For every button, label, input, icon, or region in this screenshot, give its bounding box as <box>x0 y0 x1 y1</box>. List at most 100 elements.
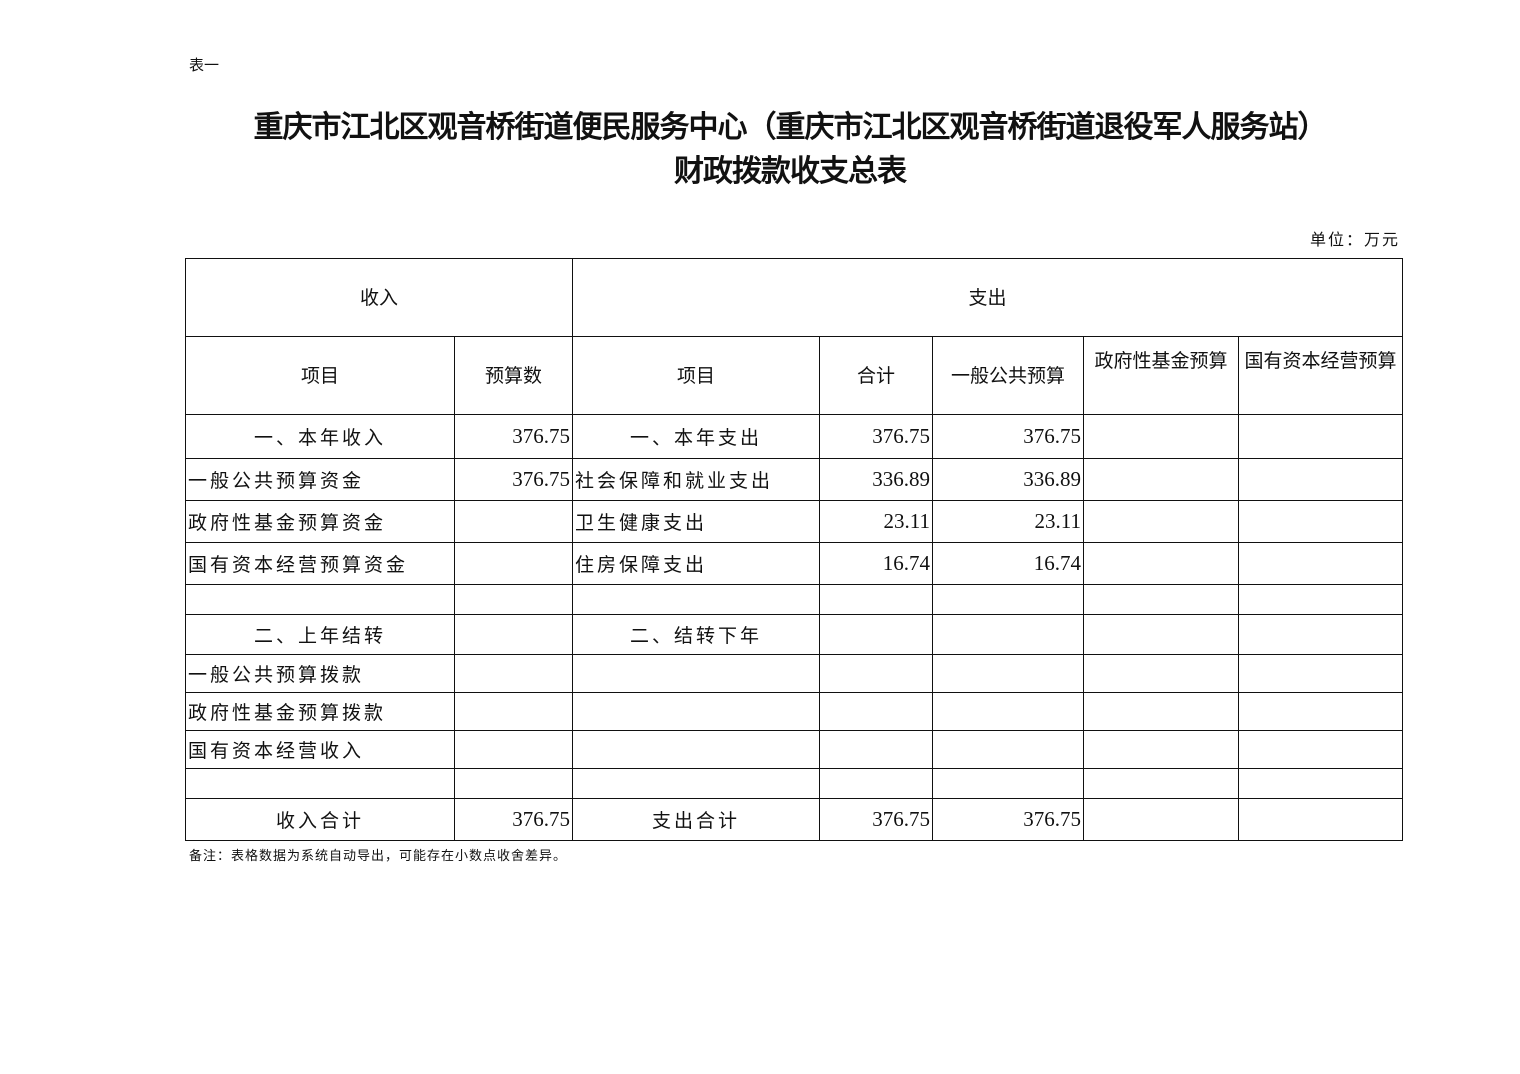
amount-cell: 376.75 <box>819 798 934 841</box>
item-cell: 国有资本经营收入 <box>185 730 455 769</box>
amount-cell <box>819 654 934 693</box>
item-cell <box>572 730 821 769</box>
item-cell: 一般公共预算资金 <box>185 458 455 501</box>
col-header: 合计 <box>819 336 934 415</box>
amount-cell <box>932 730 1085 769</box>
amount-cell: 23.11 <box>819 500 934 543</box>
item-cell: 一、本年收入 <box>185 414 455 459</box>
amount-cell: 376.75 <box>453 414 574 459</box>
expense-header: 支出 <box>572 258 1404 337</box>
table-label: 表一 <box>189 56 220 74</box>
amount-cell <box>1083 414 1240 459</box>
amount-cell <box>1083 654 1240 693</box>
section-header-row: 收入 支出 <box>184 258 1404 337</box>
amount-cell <box>453 542 574 585</box>
col-header: 项目 <box>572 336 821 415</box>
amount-cell <box>453 692 574 731</box>
amount-cell <box>1238 458 1404 501</box>
item-cell <box>185 584 455 615</box>
amount-cell <box>819 614 934 655</box>
amount-cell <box>1083 768 1240 799</box>
amount-cell <box>1083 458 1240 501</box>
amount-cell <box>1083 730 1240 769</box>
amount-cell <box>453 768 574 799</box>
item-cell: 一般公共预算拨款 <box>185 654 455 693</box>
item-cell: 二、结转下年 <box>572 614 821 655</box>
item-cell: 收入合计 <box>185 798 455 841</box>
amount-cell: 376.75 <box>453 458 574 501</box>
col-header: 国有资本经营预算 <box>1238 336 1404 415</box>
item-cell: 社会保障和就业支出 <box>572 458 821 501</box>
item-cell: 国有资本经营预算资金 <box>185 542 455 585</box>
amount-cell: 16.74 <box>932 542 1085 585</box>
amount-cell <box>1083 584 1240 615</box>
table-row: 国有资本经营预算资金 住房保障支出 16.74 16.74 <box>185 542 1404 585</box>
item-cell <box>572 584 821 615</box>
title-line-1: 重庆市江北区观音桥街道便民服务中心（重庆市江北区观音桥街道退役军人服务站） <box>253 110 1328 145</box>
amount-cell: 376.75 <box>453 798 574 841</box>
amount-cell <box>1083 614 1240 655</box>
amount-cell <box>932 768 1085 799</box>
table-row: 二、上年结转 二、结转下年 <box>185 614 1404 655</box>
item-cell: 一、本年支出 <box>572 414 821 459</box>
amount-cell <box>1083 798 1240 841</box>
item-cell <box>572 768 821 799</box>
item-cell: 支出合计 <box>572 798 821 841</box>
amount-cell <box>1238 798 1404 841</box>
amount-cell <box>453 654 574 693</box>
amount-cell <box>1238 414 1404 459</box>
amount-cell <box>453 614 574 655</box>
amount-cell <box>453 730 574 769</box>
amount-cell: 23.11 <box>932 500 1085 543</box>
table-row: 一、本年收入 376.75 一、本年支出 376.75 376.75 <box>185 414 1404 459</box>
title-line-2: 财政拨款收支总表 <box>674 154 907 189</box>
table-row: 一般公共预算拨款 <box>185 654 1404 693</box>
amount-cell <box>1238 584 1404 615</box>
amount-cell: 376.75 <box>932 798 1085 841</box>
amount-cell <box>819 730 934 769</box>
amount-cell <box>1238 768 1404 799</box>
unit-label: 单位：万元 <box>1309 230 1400 249</box>
table-row: 收入合计 376.75 支出合计 376.75 376.75 <box>185 798 1404 841</box>
item-cell: 政府性基金预算拨款 <box>185 692 455 731</box>
col-header: 预算数 <box>453 336 574 415</box>
table-row: 国有资本经营收入 <box>185 730 1404 769</box>
col-header: 一般公共预算 <box>932 336 1085 415</box>
amount-cell <box>1083 542 1240 585</box>
item-cell: 住房保障支出 <box>572 542 821 585</box>
amount-cell: 336.89 <box>819 458 934 501</box>
col-header: 项目 <box>185 336 455 415</box>
amount-cell <box>1238 614 1404 655</box>
amount-cell: 16.74 <box>819 542 934 585</box>
item-cell <box>572 692 821 731</box>
amount-cell <box>932 614 1085 655</box>
column-header-row: 项目 预算数 项目 合计 一般公共预算 政府性基金预算 国有资本经营预算 <box>185 336 1404 415</box>
table-row <box>185 584 1404 615</box>
amount-cell: 336.89 <box>932 458 1085 501</box>
finance-table: 收入 支出 项目 预算数 项目 合计 一般公共预算 政府性基金预算 国有资本经营… <box>184 258 1404 841</box>
amount-cell: 376.75 <box>932 414 1085 459</box>
item-cell: 政府性基金预算资金 <box>185 500 455 543</box>
amount-cell <box>819 768 934 799</box>
income-header: 收入 <box>184 258 574 337</box>
table-row: 政府性基金预算拨款 <box>185 692 1404 731</box>
amount-cell <box>1238 500 1404 543</box>
amount-cell <box>1238 654 1404 693</box>
item-cell <box>185 768 455 799</box>
amount-cell <box>1083 500 1240 543</box>
amount-cell <box>453 500 574 543</box>
amount-cell: 376.75 <box>819 414 934 459</box>
amount-cell <box>1083 692 1240 731</box>
amount-cell <box>453 584 574 615</box>
col-header: 政府性基金预算 <box>1083 336 1240 415</box>
item-cell: 卫生健康支出 <box>572 500 821 543</box>
page-title: 重庆市江北区观音桥街道便民服务中心（重庆市江北区观音桥街道退役军人服务站） 财政… <box>0 106 1520 194</box>
item-cell: 二、上年结转 <box>185 614 455 655</box>
amount-cell <box>932 584 1085 615</box>
table-row <box>185 768 1404 799</box>
amount-cell <box>819 692 934 731</box>
item-cell <box>572 654 821 693</box>
amount-cell <box>1238 730 1404 769</box>
table-row: 政府性基金预算资金 卫生健康支出 23.11 23.11 <box>185 500 1404 543</box>
amount-cell <box>819 584 934 615</box>
